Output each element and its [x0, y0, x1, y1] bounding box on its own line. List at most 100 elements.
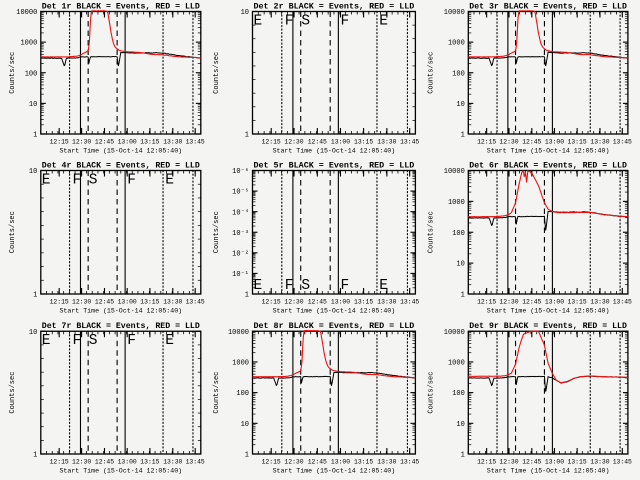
svg-text:12:30: 12:30 [499, 459, 518, 466]
svg-text:12:30: 12:30 [499, 299, 518, 306]
svg-text:Det 7r BLACK = Events, RED = L: Det 7r BLACK = Events, RED = LLD [42, 321, 200, 331]
svg-text:E: E [254, 14, 263, 30]
svg-text:13:00: 13:00 [331, 139, 350, 146]
svg-text:F: F [127, 173, 136, 189]
svg-text:Det 6r BLACK = Events, RED = L: Det 6r BLACK = Events, RED = LLD [469, 161, 627, 171]
svg-text:F: F [285, 14, 294, 30]
svg-text:13:45: 13:45 [613, 299, 632, 306]
svg-text:S: S [89, 173, 98, 189]
svg-text:Start Time (15-Oct-14 12:05:40: Start Time (15-Oct-14 12:05:40) [273, 308, 396, 315]
svg-text:10000: 10000 [16, 9, 37, 17]
svg-text:Start Time (15-Oct-14 12:05:40: Start Time (15-Oct-14 12:05:40) [59, 308, 182, 315]
svg-text:10⁻⁶: 10⁻⁶ [232, 168, 249, 176]
svg-text:S: S [301, 14, 310, 30]
svg-text:12:45: 12:45 [95, 299, 114, 306]
svg-text:13:15: 13:15 [140, 459, 159, 466]
svg-text:12:15: 12:15 [477, 139, 496, 146]
svg-text:F: F [285, 278, 294, 294]
svg-text:12:15: 12:15 [262, 139, 281, 146]
svg-text:F: F [127, 333, 136, 349]
svg-text:13:00: 13:00 [331, 459, 350, 466]
svg-text:F: F [73, 333, 82, 349]
svg-text:Counts/sec: Counts/sec [427, 52, 435, 94]
svg-text:1: 1 [245, 452, 249, 460]
svg-text:13:00: 13:00 [545, 139, 564, 146]
svg-text:10⁻⁴: 10⁻⁴ [232, 209, 249, 217]
svg-text:13:45: 13:45 [400, 139, 419, 146]
svg-text:Counts/sec: Counts/sec [213, 52, 221, 94]
svg-text:Det 3r BLACK = Events, RED = L: Det 3r BLACK = Events, RED = LLD [469, 2, 627, 12]
svg-text:Counts/sec: Counts/sec [427, 211, 435, 253]
svg-text:12:30: 12:30 [499, 139, 518, 146]
svg-text:Det 5r BLACK = Events, RED = L: Det 5r BLACK = Events, RED = LLD [253, 161, 414, 171]
svg-text:10000: 10000 [444, 329, 465, 337]
svg-text:1: 1 [245, 132, 249, 140]
svg-text:13:45: 13:45 [186, 299, 205, 306]
svg-text:10000: 10000 [228, 329, 249, 337]
svg-text:13:30: 13:30 [590, 459, 609, 466]
svg-text:12:45: 12:45 [95, 459, 114, 466]
svg-text:1000: 1000 [448, 360, 465, 368]
svg-text:Counts/sec: Counts/sec [9, 211, 17, 253]
svg-text:13:45: 13:45 [613, 459, 632, 466]
svg-text:Det 9r BLACK = Events, RED = L: Det 9r BLACK = Events, RED = LLD [469, 321, 627, 331]
svg-text:13:15: 13:15 [354, 139, 373, 146]
svg-text:F: F [341, 278, 350, 294]
svg-text:1: 1 [33, 452, 37, 460]
svg-text:Det 2r BLACK = Events, RED = L: Det 2r BLACK = Events, RED = LLD [253, 2, 414, 12]
svg-text:13:30: 13:30 [163, 139, 182, 146]
svg-text:S: S [89, 333, 98, 349]
svg-text:1000: 1000 [448, 199, 465, 207]
svg-text:Start Time (15-Oct-14 12:05:40: Start Time (15-Oct-14 12:05:40) [273, 468, 396, 475]
svg-text:13:15: 13:15 [140, 139, 159, 146]
svg-text:13:15: 13:15 [568, 139, 587, 146]
svg-text:13:30: 13:30 [163, 459, 182, 466]
svg-text:1: 1 [33, 292, 37, 300]
svg-text:13:30: 13:30 [377, 139, 396, 146]
svg-text:Det 1r BLACK = Events, RED = L: Det 1r BLACK = Events, RED = LLD [42, 2, 200, 12]
svg-text:10⁻¹: 10⁻¹ [232, 271, 249, 279]
svg-text:10⁻²: 10⁻² [232, 250, 249, 258]
svg-text:12:45: 12:45 [308, 299, 327, 306]
svg-text:13:15: 13:15 [140, 299, 159, 306]
svg-text:10000: 10000 [444, 168, 465, 176]
svg-text:Counts/sec: Counts/sec [213, 211, 221, 253]
svg-text:12:15: 12:15 [262, 299, 281, 306]
svg-text:100: 100 [25, 70, 38, 78]
svg-text:1000: 1000 [232, 360, 249, 368]
svg-text:12:45: 12:45 [522, 139, 541, 146]
svg-text:1: 1 [33, 132, 37, 140]
svg-text:Start Time (15-Oct-14 12:05:40: Start Time (15-Oct-14 12:05:40) [487, 308, 610, 315]
svg-text:100: 100 [452, 70, 465, 78]
svg-text:12:30: 12:30 [72, 459, 91, 466]
svg-text:E: E [42, 173, 51, 189]
svg-text:10: 10 [29, 168, 37, 176]
svg-text:13:30: 13:30 [377, 299, 396, 306]
svg-text:13:00: 13:00 [118, 459, 137, 466]
svg-text:10⁻³: 10⁻³ [232, 230, 249, 238]
svg-text:10: 10 [241, 421, 249, 429]
svg-text:13:00: 13:00 [331, 299, 350, 306]
svg-text:12:30: 12:30 [72, 139, 91, 146]
svg-text:1000: 1000 [448, 40, 465, 48]
svg-text:10: 10 [456, 421, 464, 429]
svg-text:13:30: 13:30 [590, 299, 609, 306]
svg-text:10: 10 [241, 9, 249, 17]
svg-text:1: 1 [245, 292, 249, 300]
svg-text:13:45: 13:45 [186, 139, 205, 146]
svg-text:E: E [254, 278, 263, 294]
svg-text:F: F [341, 14, 350, 30]
svg-text:13:00: 13:00 [118, 299, 137, 306]
svg-text:13:15: 13:15 [354, 299, 373, 306]
svg-text:10: 10 [29, 329, 37, 337]
svg-text:12:15: 12:15 [50, 299, 69, 306]
svg-text:100: 100 [452, 390, 465, 398]
svg-text:13:45: 13:45 [400, 459, 419, 466]
svg-text:10: 10 [29, 101, 37, 109]
svg-text:Start Time (15-Oct-14 12:05:40: Start Time (15-Oct-14 12:05:40) [59, 148, 182, 155]
svg-text:12:45: 12:45 [308, 139, 327, 146]
svg-text:Start Time (15-Oct-14 12:05:40: Start Time (15-Oct-14 12:05:40) [487, 468, 610, 475]
svg-text:1000: 1000 [20, 40, 37, 48]
svg-text:Start Time (15-Oct-14 12:05:40: Start Time (15-Oct-14 12:05:40) [273, 148, 396, 155]
svg-text:12:15: 12:15 [477, 459, 496, 466]
